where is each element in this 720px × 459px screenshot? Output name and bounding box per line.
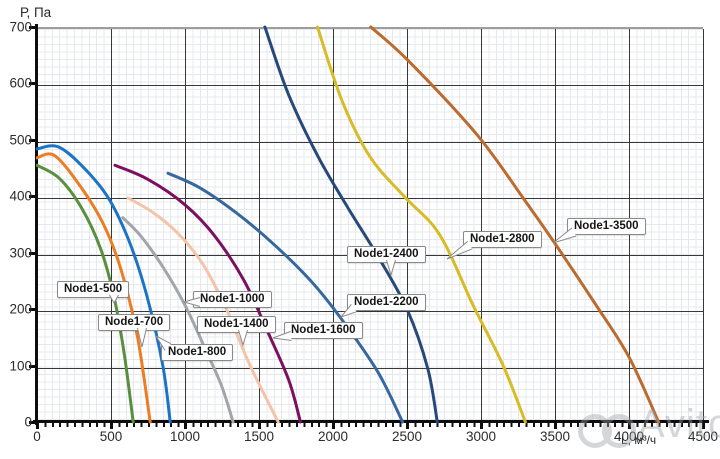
major-gridline-h xyxy=(37,141,703,143)
y-tick-label: 300 xyxy=(9,245,32,261)
y-tick-mark xyxy=(29,138,36,142)
y-tick-label: 200 xyxy=(9,301,32,317)
x-tick-mark xyxy=(406,423,409,429)
pressure-axis-title: Р, Па xyxy=(20,5,52,20)
y-tick-mark xyxy=(29,195,36,199)
callout-node1-800: Node1-800 xyxy=(161,344,234,361)
callout-node1-2800: Node1-2800 xyxy=(463,231,542,248)
x-tick-mark xyxy=(184,423,187,429)
x-axis-minor-ticks xyxy=(37,423,703,427)
x-tick-mark xyxy=(36,423,39,429)
major-gridline-h xyxy=(37,311,703,313)
y-tick-label: 400 xyxy=(9,188,32,204)
x-tick-label: 500 xyxy=(99,429,123,444)
x-tick-label: 3000 xyxy=(465,429,497,444)
major-gridline-v xyxy=(555,29,556,422)
major-gridline-v xyxy=(111,29,112,422)
callout-node1-500: Node1-500 xyxy=(57,281,130,298)
x-tick-label: 4500 xyxy=(687,429,719,444)
major-gridline-h xyxy=(37,85,703,87)
x-tick-mark xyxy=(702,423,705,429)
y-tick-label: 100 xyxy=(9,358,32,374)
y-tick-mark xyxy=(29,26,36,29)
x-tick-mark xyxy=(110,423,113,429)
y-tick-mark xyxy=(29,364,36,368)
major-gridline-v xyxy=(703,29,704,422)
callout-node1-2200: Node1-2200 xyxy=(347,294,426,311)
y-tick-mark xyxy=(29,421,36,424)
major-gridline-h xyxy=(37,367,703,369)
x-tick-mark xyxy=(554,423,557,429)
major-gridline-h xyxy=(37,198,703,200)
x-tick-label: 0 xyxy=(33,429,41,444)
major-gridline-v xyxy=(481,29,482,422)
y-tick-label: 500 xyxy=(9,132,32,148)
flow-axis-title: L, м³/ч xyxy=(621,433,657,447)
x-tick-label: 2000 xyxy=(317,429,349,444)
major-gridline-v xyxy=(185,29,186,422)
major-gridline-v xyxy=(333,29,334,422)
x-tick-label: 1500 xyxy=(243,429,275,444)
major-gridline-v xyxy=(259,29,260,422)
callout-node1-2400: Node1-2400 xyxy=(347,246,426,263)
x-tick-mark xyxy=(332,423,335,429)
callout-node1-1000: Node1-1000 xyxy=(193,291,272,308)
y-tick-label: 0 xyxy=(24,414,32,430)
major-gridline-v xyxy=(407,29,408,422)
y-tick-label: 700 xyxy=(9,19,32,35)
callout-node1-700: Node1-700 xyxy=(98,314,171,331)
x-tick-label: 4000 xyxy=(613,429,645,444)
x-tick-label: 1000 xyxy=(169,429,201,444)
x-tick-label: 3500 xyxy=(539,429,571,444)
callout-node1-1600: Node1-1600 xyxy=(284,322,363,339)
y-tick-mark xyxy=(29,308,36,312)
y-tick-mark xyxy=(29,82,36,86)
callout-node1-3500: Node1-3500 xyxy=(567,218,646,235)
callout-node1-1400: Node1-1400 xyxy=(197,316,276,333)
y-tick-mark xyxy=(29,251,36,255)
x-tick-label: 2500 xyxy=(391,429,423,444)
y-tick-label: 600 xyxy=(9,75,32,91)
x-tick-mark xyxy=(628,423,631,429)
x-tick-mark xyxy=(480,423,483,429)
x-tick-mark xyxy=(258,423,261,429)
